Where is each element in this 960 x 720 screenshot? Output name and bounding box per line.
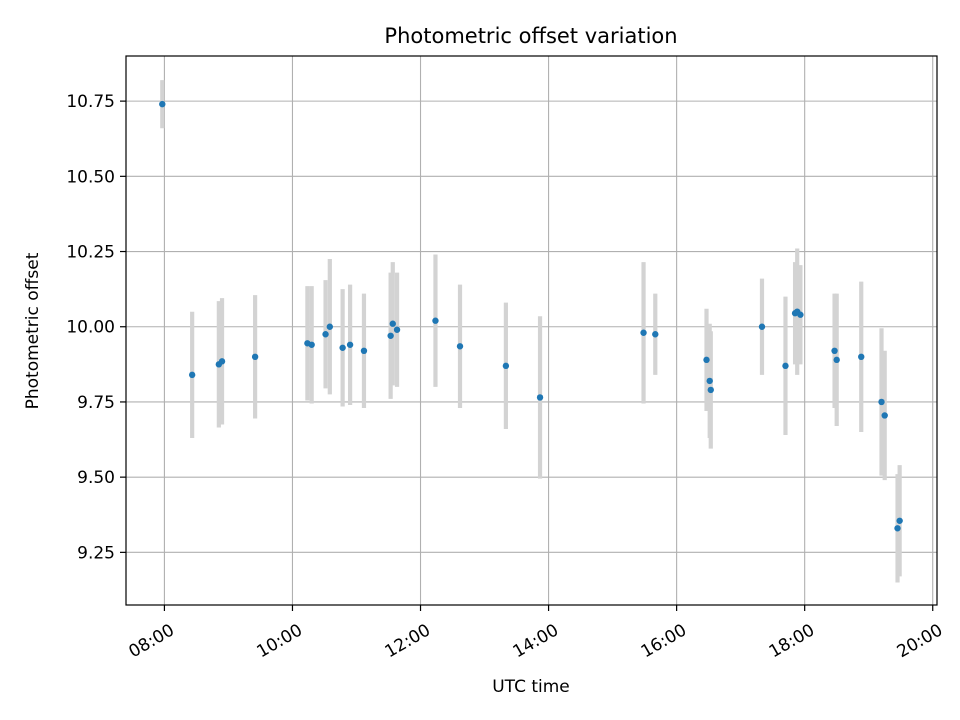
data-point — [432, 317, 439, 324]
data-point — [858, 353, 865, 361]
y-tick-label: 9.25 — [77, 543, 115, 563]
data-point — [831, 347, 838, 355]
data-point — [652, 331, 659, 338]
data-point — [360, 347, 368, 355]
data-point — [389, 320, 396, 327]
data-point — [502, 362, 510, 370]
y-tick-label: 10.00 — [66, 318, 115, 338]
data-point — [339, 344, 346, 351]
data-point — [326, 323, 334, 330]
data-point — [703, 356, 710, 364]
y-tick-label: 10.50 — [66, 167, 115, 187]
y-tick-label: 10.25 — [66, 243, 115, 263]
data-point — [894, 525, 901, 532]
data-point — [456, 343, 464, 350]
data-point — [188, 371, 196, 379]
data-point — [387, 332, 394, 339]
y-tick-label: 9.75 — [77, 393, 115, 413]
data-point — [640, 329, 647, 336]
data-point — [251, 353, 259, 361]
data-point — [159, 100, 166, 108]
x-axis-label: UTC time — [492, 677, 570, 697]
data-point — [881, 412, 888, 419]
y-tick-label: 9.50 — [77, 468, 115, 488]
data-point — [878, 398, 885, 406]
data-points — [159, 100, 903, 532]
y-tick-label: 10.75 — [66, 92, 115, 112]
data-point — [393, 326, 401, 333]
data-point — [322, 331, 329, 338]
grid-lines — [126, 56, 937, 605]
chart-title: Photometric offset variation — [384, 24, 677, 48]
data-point — [346, 341, 354, 348]
data-point — [218, 358, 226, 365]
data-point — [706, 377, 713, 385]
data-point — [758, 323, 766, 330]
data-point — [782, 362, 789, 370]
data-point — [797, 311, 804, 318]
data-point — [896, 517, 903, 524]
data-point — [707, 386, 714, 394]
data-point — [833, 356, 840, 364]
data-point — [308, 341, 315, 348]
plot-frame — [125, 55, 938, 606]
y-axis-label: Photometric offset — [23, 252, 43, 409]
data-point — [536, 394, 544, 401]
